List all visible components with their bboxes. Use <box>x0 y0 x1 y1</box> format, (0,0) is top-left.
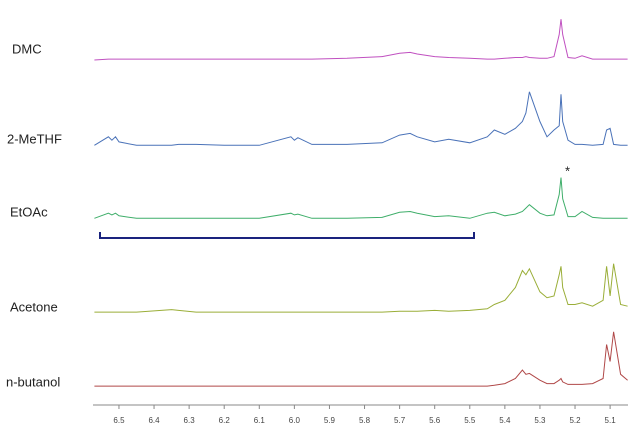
spectrum <box>94 177 628 219</box>
spectrum-label: DMC <box>12 41 42 56</box>
x-tick-label: 6.2 <box>219 416 231 425</box>
region-bracket <box>99 232 475 239</box>
x-tick-label: 6.4 <box>148 416 160 425</box>
x-tick-label: 5.4 <box>499 416 511 425</box>
x-tick-label: 5.1 <box>605 416 617 425</box>
spectrum-label: EtOAc <box>10 204 48 219</box>
x-tick-label: 5.9 <box>324 416 336 425</box>
spectrum-label: Acetone <box>10 299 58 314</box>
spectrum-label: n-butanol <box>6 374 60 389</box>
spectrum-label: 2-MeTHF <box>7 131 62 146</box>
x-tick-label: 6.1 <box>254 416 266 425</box>
x-tick-label: 5.6 <box>429 416 441 425</box>
x-tick-label: 6.3 <box>184 416 196 425</box>
x-tick-label: 5.7 <box>394 416 406 425</box>
x-tick-label: 6.5 <box>113 416 125 425</box>
spectrum <box>94 91 628 146</box>
x-tick-label: 6.0 <box>289 416 301 425</box>
spectrum <box>94 19 628 61</box>
peak-annotation: * <box>565 163 570 178</box>
spectrum <box>94 263 628 313</box>
x-tick-label: 5.3 <box>534 416 546 425</box>
x-tick-label: 5.5 <box>464 416 476 425</box>
spectrum <box>94 331 628 387</box>
x-tick-label: 5.8 <box>359 416 371 425</box>
x-tick-label: 5.2 <box>569 416 581 425</box>
